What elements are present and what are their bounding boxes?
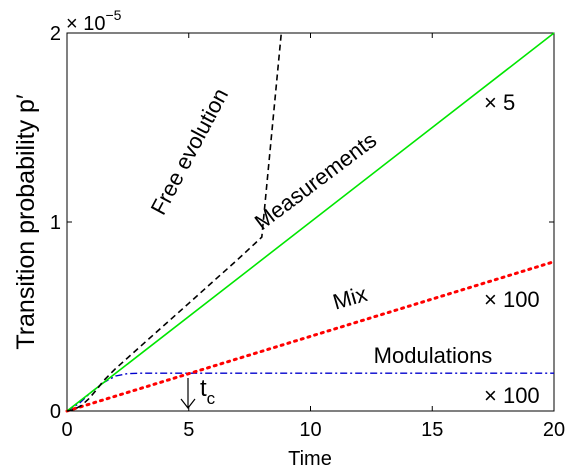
tc-label: tc (200, 375, 216, 408)
x-axis-label: Time (288, 448, 332, 470)
series-group (65, 32, 556, 413)
y-tick-label: 1 (50, 212, 61, 234)
series-label-mix: Mix (330, 281, 370, 314)
tc-arrowhead (180, 398, 196, 409)
series-label-modulations: Modulations (374, 343, 493, 368)
tc-annotation: tc (180, 375, 216, 409)
y-axis-label: Transition probability p′ (12, 94, 40, 350)
multiplier-annotation-modulations: × 100 (484, 383, 540, 408)
series-line-mix (65, 260, 556, 413)
x-tick-label: 5 (183, 419, 194, 441)
series-label-free-evolution: Free evolution (146, 84, 234, 219)
x-tick-label: 0 (61, 419, 72, 441)
series-line-free-evolution (66, 32, 283, 412)
series-line-measurements (66, 32, 555, 412)
y-axis-multiplier: × 10−5 (66, 7, 122, 35)
y-tick-label: 2 (50, 23, 61, 45)
axis-ticks: 0 5 10 15 20 0 1 2 (50, 23, 565, 441)
y-tick-label: 0 (50, 401, 61, 423)
series-line-modulations (66, 372, 554, 412)
multiplier-annotation-mix: × 100 (484, 287, 540, 312)
x-tick-label: 15 (421, 419, 443, 441)
multiplier-annotation-measurements: × 5 (484, 90, 515, 115)
x-tick-label: 10 (299, 419, 321, 441)
x-tick-label: 20 (543, 419, 565, 441)
